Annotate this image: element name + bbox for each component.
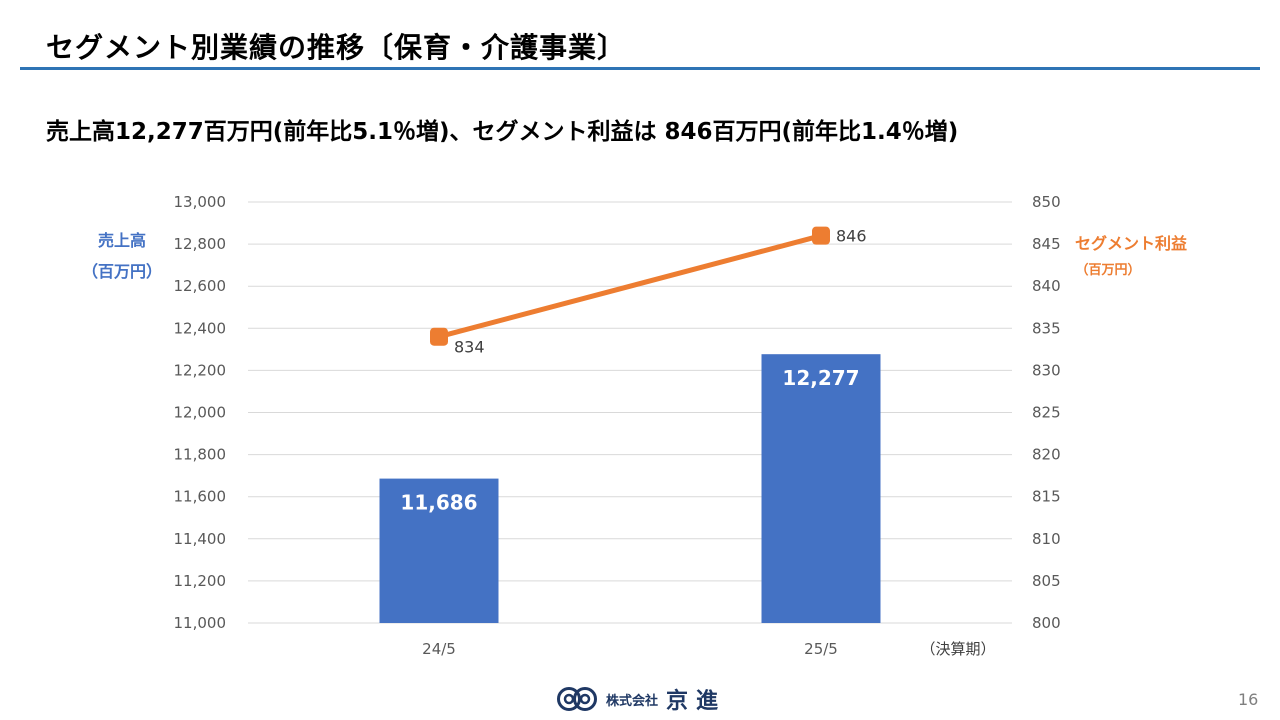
left-tick-label: 12,800 [174,235,227,253]
right-tick-label: 800 [1032,614,1061,632]
line-point [812,226,830,245]
bar-data-label: 12,277 [782,366,859,390]
left-tick-label: 12,000 [174,404,227,422]
combo-chart: 11,000 11,200 11,400 11,600 11,800 12,000 12,2… [82,193,1187,658]
x-tick-label: 24/5 [422,640,456,658]
bar [761,354,881,623]
company-prefix: 株式会社 [606,693,659,709]
bar-data-label: 11,686 [400,491,477,515]
right-tick-label: 820 [1032,446,1061,464]
bar [379,478,499,623]
company-name: 京進 [666,689,727,714]
right-tick-label: 815 [1032,488,1061,506]
page-title: セグメント別業績の推移〔保育・介護事業〕 [46,31,627,64]
left-tick-label: 11,600 [174,488,227,506]
right-tick-label: 840 [1032,277,1061,295]
title-underline [20,67,1260,70]
left-tick-label: 12,400 [174,319,227,337]
line-series: 834 846 [430,226,867,357]
left-tick-label: 11,400 [174,530,227,548]
right-tick-label: 835 [1032,319,1061,337]
bar-series: 11,686 12,277 [379,354,881,623]
right-tick-label: 850 [1032,193,1061,211]
left-tick-label: 11,200 [174,572,227,590]
line-data-label: 834 [454,338,485,357]
left-tick-label: 11,800 [174,446,227,464]
line-point [430,327,448,346]
page-number: 16 [1238,690,1259,709]
line-data-label: 846 [836,227,867,246]
right-axis-unit: （百万円） [1075,262,1140,278]
right-tick-label: 805 [1032,572,1061,590]
kyoshin-logo-icon [557,687,597,711]
footer-logo: 株式会社 京進 [556,684,726,714]
left-axis-ticks: 11,000 11,200 11,400 11,600 11,800 12,000 12,2… [174,193,227,632]
left-axis-title: 売上高 [98,231,146,250]
fiscal-period-label: （決算期） [920,640,995,658]
left-tick-label: 11,000 [174,614,227,632]
right-tick-label: 810 [1032,530,1061,548]
right-axis-ticks: 800 805 810 815 820 825 830 835 840 845 850 [1032,193,1061,632]
left-axis-unit: （百万円） [82,262,162,281]
left-tick-label: 12,200 [174,361,227,379]
x-axis-ticks: 24/5 25/5 [422,640,838,658]
right-axis-title: セグメント利益 [1075,234,1187,253]
right-tick-label: 825 [1032,404,1061,422]
left-tick-label: 12,600 [174,277,227,295]
left-tick-label: 13,000 [174,193,227,211]
series-line [436,233,824,340]
right-tick-label: 845 [1032,235,1061,253]
gridlines [248,201,1012,624]
x-tick-label: 25/5 [804,640,838,658]
right-tick-label: 830 [1032,361,1061,379]
page-subtitle: 売上高12,277百万円(前年比5.1％増)、セグメント利益は 846百万円(前… [46,119,959,145]
